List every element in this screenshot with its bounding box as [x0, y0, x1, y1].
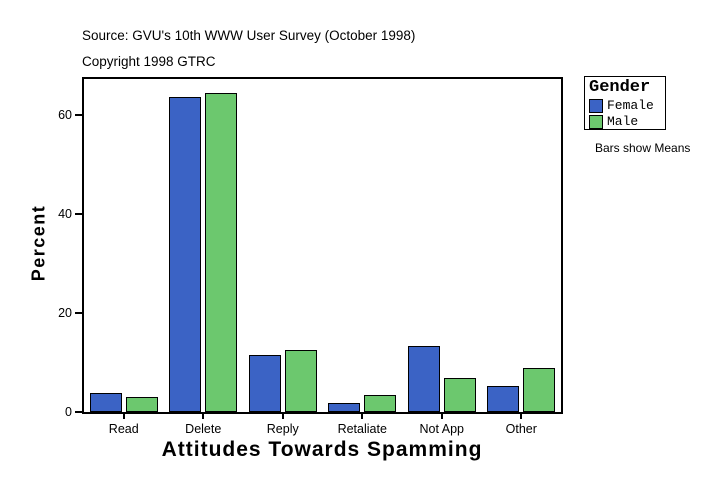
- bar-female-read: [89, 393, 122, 412]
- x-tick-label-reply: Reply: [266, 422, 299, 436]
- y-tick-label-20: 20: [58, 306, 72, 321]
- bar-male-reply: [284, 349, 317, 412]
- plot-area: 0 20 40 60 Read Delete Reply Retaliate Not App Ot…: [58, 77, 563, 436]
- legend-title: Gender: [589, 78, 651, 97]
- x-tick-label-not-app: Not App: [419, 422, 464, 436]
- legend-item-label-female: Female: [607, 98, 654, 113]
- y-tick-label-60: 60: [58, 108, 72, 123]
- legend-swatch-female: [589, 98, 603, 113]
- bar-male-not-app: [443, 377, 476, 412]
- copyright-line: Copyright 1998 GTRC: [82, 54, 216, 69]
- y-tick-label-40: 40: [58, 207, 72, 222]
- legend-swatch-male: [589, 114, 603, 129]
- source-line: Source: GVU's 10th WWW User Survey (Octo…: [82, 28, 416, 43]
- y-tick-mark-0: [75, 411, 82, 413]
- y-tick-label-0: 0: [65, 405, 72, 419]
- legend-item-male: Male: [589, 114, 661, 129]
- x-tick-mark-retaliate: [361, 414, 364, 419]
- legend-item-female: Female: [589, 98, 661, 113]
- legend-box: Gender Female Male: [584, 76, 666, 130]
- x-tick-mark-reply: [281, 414, 284, 419]
- bar-male-other: [523, 368, 556, 412]
- bar-male-delete: [205, 92, 238, 412]
- bar-female-retaliate: [328, 403, 361, 412]
- x-tick-label-delete: Delete: [185, 422, 222, 436]
- x-tick-label-read: Read: [108, 422, 139, 436]
- x-tick-label-retaliate: Retaliate: [337, 422, 387, 436]
- x-tick-mark-delete: [202, 414, 205, 419]
- bar-female-delete: [169, 96, 202, 412]
- bar-female-other: [487, 386, 520, 412]
- legend-items: Female Male: [589, 98, 661, 129]
- x-tick-mark-not-app: [440, 414, 443, 419]
- x-tick-mark-other: [520, 414, 523, 419]
- y-tick-mark-40: [75, 213, 82, 216]
- bar-male-retaliate: [364, 395, 397, 412]
- x-tick-mark-read: [122, 414, 125, 419]
- bar-male-read: [125, 396, 158, 412]
- x-tick-label-other: Other: [505, 422, 537, 436]
- bar-female-reply: [248, 355, 281, 412]
- bars-show-means-note: Bars show Means: [595, 141, 691, 155]
- y-tick-mark-60: [75, 114, 82, 117]
- bar-female-not-app: [407, 346, 440, 412]
- legend-item-label-male: Male: [607, 114, 639, 129]
- y-tick-mark-20: [75, 312, 82, 315]
- x-axis-title: Attitudes Towards Spamming: [161, 438, 483, 461]
